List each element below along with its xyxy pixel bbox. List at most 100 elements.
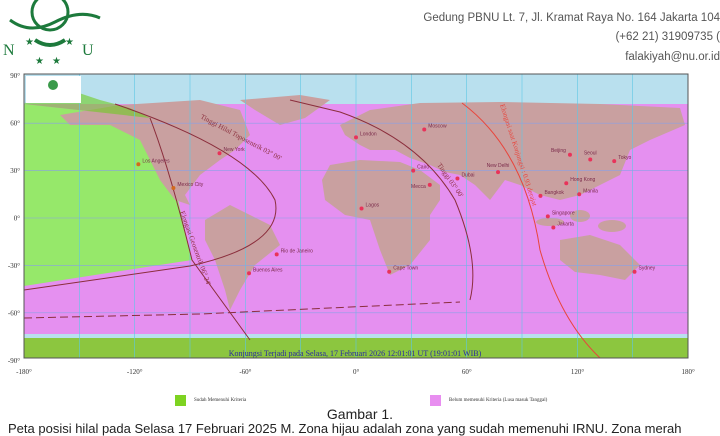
city-marker: Tokyo: [612, 155, 632, 164]
city-dot: [612, 159, 617, 164]
geocentric-elongation-curve: [149, 117, 251, 341]
lon-tick-label: -120°: [127, 368, 143, 376]
legend-met: Sudah Memenuhi Kriteria: [175, 395, 246, 406]
city-dot: [171, 185, 176, 190]
city-label: Buenos Aires: [253, 267, 283, 273]
city-marker: Mecca: [411, 182, 432, 190]
city-label: Hong Kong: [570, 177, 595, 183]
city-marker: Moscow: [422, 124, 447, 132]
lat-tick-label: 0°: [14, 215, 21, 223]
city-marker: Cape Town: [387, 266, 418, 274]
city-marker: Manila: [577, 188, 598, 197]
city-dot: [577, 192, 582, 197]
continents: [60, 100, 685, 310]
city-dot: [411, 168, 416, 173]
dashed-curve: [23, 301, 461, 319]
city-label: Rio de Janeiro: [281, 248, 313, 254]
city-marker: Dubai: [455, 173, 475, 181]
lon-tick-label: 120°: [571, 368, 585, 376]
city-label: Manila: [583, 188, 598, 194]
city-label: New Delhi: [487, 163, 510, 169]
city-label: London: [360, 131, 377, 137]
city-marker: Buenos Aires: [247, 267, 283, 276]
city-dot: [387, 269, 392, 274]
city-dot: [274, 252, 279, 257]
city-label: Singapore: [552, 210, 575, 216]
lon-tick-label: 180°: [682, 368, 696, 376]
city-marker: Beijing: [551, 148, 572, 157]
city-dot: [354, 135, 358, 140]
city-dot: [427, 182, 432, 187]
city-label: Beijing: [551, 148, 566, 154]
city-marker: Los Angeles: [136, 158, 170, 167]
lat-tick-label: 60°: [10, 120, 20, 128]
figure-title: Gambar 1.: [326, 406, 394, 422]
lat-tick-label: -90°: [8, 357, 20, 365]
city-label: Seoul: [584, 151, 597, 157]
city-dot: [632, 269, 637, 274]
email[interactable]: falakiyah@nu.or.id: [625, 51, 720, 63]
city-dot: [359, 206, 364, 211]
city-label: Lagos: [366, 203, 380, 209]
city-dot: [247, 271, 252, 276]
city-marker: Seoul: [584, 151, 597, 162]
address: Gedung PBNU Lt. 7, Jl. Kramat Raya No. 1…: [423, 12, 720, 24]
legend-not-met: Belum memenuhi Kriteria (Lusa masuk Tang…: [430, 395, 547, 406]
conjunction-text: Konjungsi Terjadi pada Selasa, 17 Februa…: [229, 349, 482, 358]
city-label: Cairo: [417, 165, 429, 171]
city-label: Mecca: [411, 184, 426, 190]
legend-swatch-not-met: [430, 395, 441, 406]
city-dot: [496, 170, 501, 175]
city-marker: Bangkok: [538, 190, 564, 198]
city-dot: [545, 214, 550, 219]
city-dot: [455, 176, 460, 181]
conjunction-elongation-curve: [461, 102, 601, 359]
lon-tick-label: 60°: [462, 368, 472, 376]
hilal-visibility-map: Tinggi Hilal Toposentrik 03° 00' Elongas…: [8, 72, 696, 376]
grid: [24, 74, 688, 358]
svg-text:N: N: [3, 42, 15, 59]
city-marker: Sydney: [632, 266, 656, 274]
city-label: Dubai: [461, 173, 474, 179]
lat-tick-label: -30°: [8, 262, 20, 270]
city-label: Tokyo: [618, 155, 631, 161]
lat-tick-label: 90°: [10, 72, 20, 80]
city-marker: New York: [217, 147, 246, 156]
svg-text:★: ★: [25, 37, 34, 48]
lat-tick-label: 30°: [10, 167, 20, 175]
figure-caption: Peta posisi hilal pada Selasa 17 Februar…: [8, 421, 682, 436]
city-marker: Lagos: [359, 203, 380, 211]
city-marker: Rio de Janeiro: [274, 248, 313, 257]
city-label: New York: [224, 147, 246, 153]
city-label: Jakarta: [557, 221, 574, 227]
city-label: Mexico City: [177, 182, 203, 188]
svg-text:★: ★: [52, 56, 61, 67]
city-marker: London: [354, 131, 377, 140]
city-label: Moscow: [428, 124, 447, 130]
topocentric-altitude-curve-east: [289, 99, 474, 301]
city-dot: [564, 181, 569, 186]
nu-logo: N U ★ ★ ★ ★: [3, 0, 101, 67]
legend-swatch-met: [175, 395, 186, 406]
city-marker: Cairo: [411, 165, 429, 173]
city-dot: [217, 151, 222, 156]
svg-text:★: ★: [35, 56, 44, 67]
city-label: Los Angeles: [142, 158, 170, 164]
city-marker: New Delhi: [487, 163, 510, 175]
city-label: Bangkok: [544, 190, 564, 196]
city-label: Sydney: [639, 266, 656, 272]
city-dot: [567, 152, 572, 157]
city-label: Cape Town: [393, 266, 418, 272]
city-marker: Singapore: [545, 210, 575, 219]
svg-text:U: U: [82, 42, 94, 59]
city-marker: Mexico City: [171, 182, 204, 190]
lat-tick-label: -60°: [8, 310, 20, 318]
topocentric-altitude-curve: [23, 103, 277, 291]
city-dot: [422, 127, 427, 132]
city-dot: [136, 162, 141, 167]
city-dot: [588, 157, 593, 162]
city-marker: Hong Kong: [564, 177, 596, 186]
lon-tick-label: -60°: [239, 368, 251, 376]
lon-tick-label: 0°: [353, 368, 360, 376]
city-dot: [538, 193, 543, 198]
